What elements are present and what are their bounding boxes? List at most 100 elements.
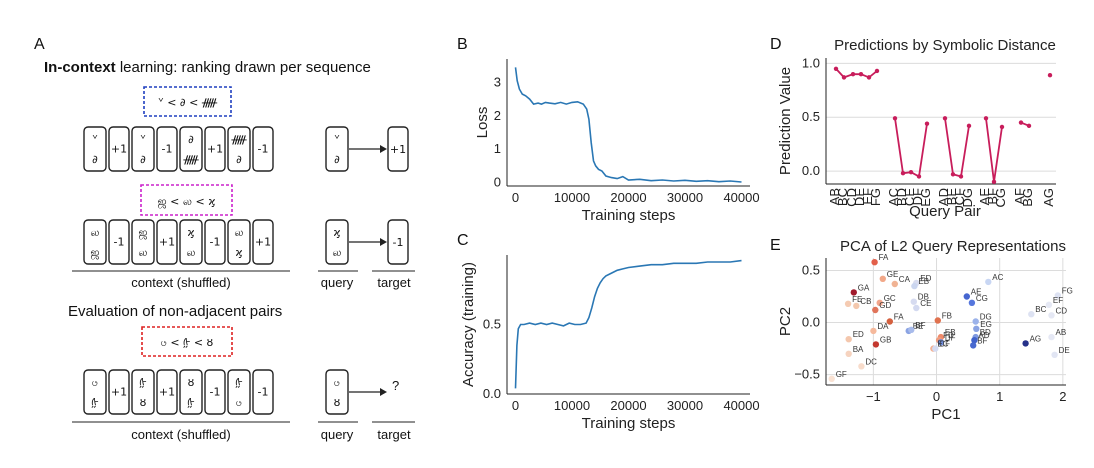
seq1-card-0 <box>83 126 107 172</box>
seq2-card-7-label: +1 <box>255 236 271 249</box>
E-point-7-AE <box>963 293 970 300</box>
E-point-label-30: DF <box>945 333 956 342</box>
C-xtick-1: 10000 <box>554 398 590 413</box>
seq3-card-4-bottom: ᢔ <box>187 396 194 409</box>
seq2-target-card <box>387 219 409 265</box>
seq3-card-7-label: -1 <box>258 386 269 399</box>
E-ytick-0: −0.5 <box>794 367 820 382</box>
D-point-CG <box>999 124 1005 130</box>
B-xtick-3: 30000 <box>667 190 703 205</box>
seq3-card-1-label: +1 <box>111 386 127 399</box>
D-xtick-DF: DF <box>910 188 925 205</box>
E-point-label-28: BD <box>980 328 991 337</box>
seq3-card-0-top: ၒ <box>92 376 98 389</box>
E-point-30-DF <box>937 339 945 346</box>
E-point-21-DG <box>972 318 979 325</box>
seq2-card-7 <box>252 219 274 265</box>
E-point-34-ED <box>845 336 852 343</box>
E-point-32-BF <box>970 342 977 349</box>
seq2-card-2 <box>131 219 155 265</box>
seq1-query-bottom: ∂ <box>334 153 340 166</box>
D-xtick-BE: BE <box>944 188 959 206</box>
seq3-ranking-box <box>141 326 233 357</box>
D-xtick-BG: BG <box>1020 188 1035 207</box>
context-label-1: context (shuffled) <box>131 275 230 290</box>
E-point-label-6: GA <box>858 283 870 292</box>
D-xtick-BD: BD <box>894 188 909 206</box>
seq2-card-6-bottom: ϗ <box>235 246 242 259</box>
seq2-card-0-bottom: ஜ <box>90 246 99 260</box>
seq2-query-bottom: ல <box>332 246 341 259</box>
E-point-label-3: ED <box>920 274 931 283</box>
D-xtick-AF: AF <box>1012 188 1027 205</box>
panel-a: A In-context learning: ranking drawn per… <box>34 36 415 442</box>
D-xtick-AB: AB <box>827 188 842 205</box>
E-point-label-26: AB <box>1056 328 1067 337</box>
D-point-BD <box>900 171 906 176</box>
E-point-label-2: CA <box>899 275 911 284</box>
seq1-query-top: ᘁ <box>334 133 340 146</box>
E-xtick-3: 2 <box>1059 389 1066 404</box>
seq2-query-card <box>325 219 349 265</box>
seq1-card-2 <box>131 126 155 172</box>
seq2-card-5 <box>204 219 226 265</box>
E-point-label-5: AC <box>992 273 1003 282</box>
E-point-label-10: FE <box>852 295 862 304</box>
D-point-DF <box>916 174 922 179</box>
D-point-BF <box>991 179 997 185</box>
E-point-label-32: BF <box>977 336 987 345</box>
E-point-33-AG <box>1022 340 1029 347</box>
target-label-2: target <box>377 427 411 442</box>
panel-a-letter: A <box>34 36 45 53</box>
seq1-arrow-head <box>380 145 387 153</box>
seq2-ranking: ஜ < ல < ϗ <box>157 195 215 209</box>
C-xtick-2: 20000 <box>610 398 646 413</box>
D-ytick-1: 0.5 <box>802 109 820 124</box>
E-point-17-BC <box>1028 311 1035 318</box>
E-point-label-17: BC <box>1035 305 1046 314</box>
seq3-card-6 <box>227 369 251 415</box>
seq1-card-2-top: ᘁ <box>140 133 146 146</box>
E-point-label-39: DE <box>1059 346 1070 355</box>
D-segment-2 <box>944 118 970 178</box>
B-panel-letter: B <box>457 36 468 53</box>
E-point-5-AC <box>985 278 992 286</box>
seq3-card-6-top: ᢔ <box>235 376 242 389</box>
E-point-6-GA <box>850 289 857 296</box>
seq1-card-7 <box>252 126 274 172</box>
context-label-2: context (shuffled) <box>131 427 230 442</box>
E-ytick-2: 0.5 <box>802 262 820 277</box>
B-ytick-2: 2 <box>494 108 501 123</box>
E-point-18-CD <box>1048 312 1055 319</box>
E-point-31-AD <box>971 337 978 344</box>
seq1-card-0-bottom: ∂ <box>92 153 98 166</box>
B-xlabel: Training steps <box>582 207 676 224</box>
E-panel-letter: E <box>770 237 781 254</box>
E-xtick-2: 1 <box>996 389 1003 404</box>
seq2-card-4 <box>179 219 203 265</box>
seq2-context-cards: லஜ-1ஜல+1ϗல-1லϗ+1 <box>83 219 274 265</box>
D-panel-letter: D <box>770 36 782 53</box>
E-point-13-DB <box>910 298 917 305</box>
C-xtick-3: 30000 <box>667 398 703 413</box>
D-xtick-DE: DE <box>852 188 867 206</box>
E-xtick-0: −1 <box>866 389 881 404</box>
D-xtick-FG: FG <box>868 188 883 206</box>
seq1-card-3-label: -1 <box>162 143 173 156</box>
seq3-context-cards: ၒᢔ+1ᢔȣ+1ȣᢔ-1ᢔၒ-1 <box>83 369 274 415</box>
E-point-2-CA <box>891 280 898 288</box>
B-xtick-2: 20000 <box>610 190 646 205</box>
seq3-card-3-label: +1 <box>159 386 175 399</box>
E-point-label-0: FA <box>879 253 889 262</box>
seq1-card-5 <box>204 126 226 172</box>
E-ylabel: PC2 <box>777 307 794 336</box>
seq2-target: -1 <box>393 236 404 249</box>
E-point-15-GD <box>872 306 879 314</box>
E-point-label-29: FD <box>943 331 954 340</box>
B-ytick-1: 1 <box>494 141 501 156</box>
seq2-card-3 <box>156 219 178 265</box>
D-point-AB <box>833 66 839 71</box>
